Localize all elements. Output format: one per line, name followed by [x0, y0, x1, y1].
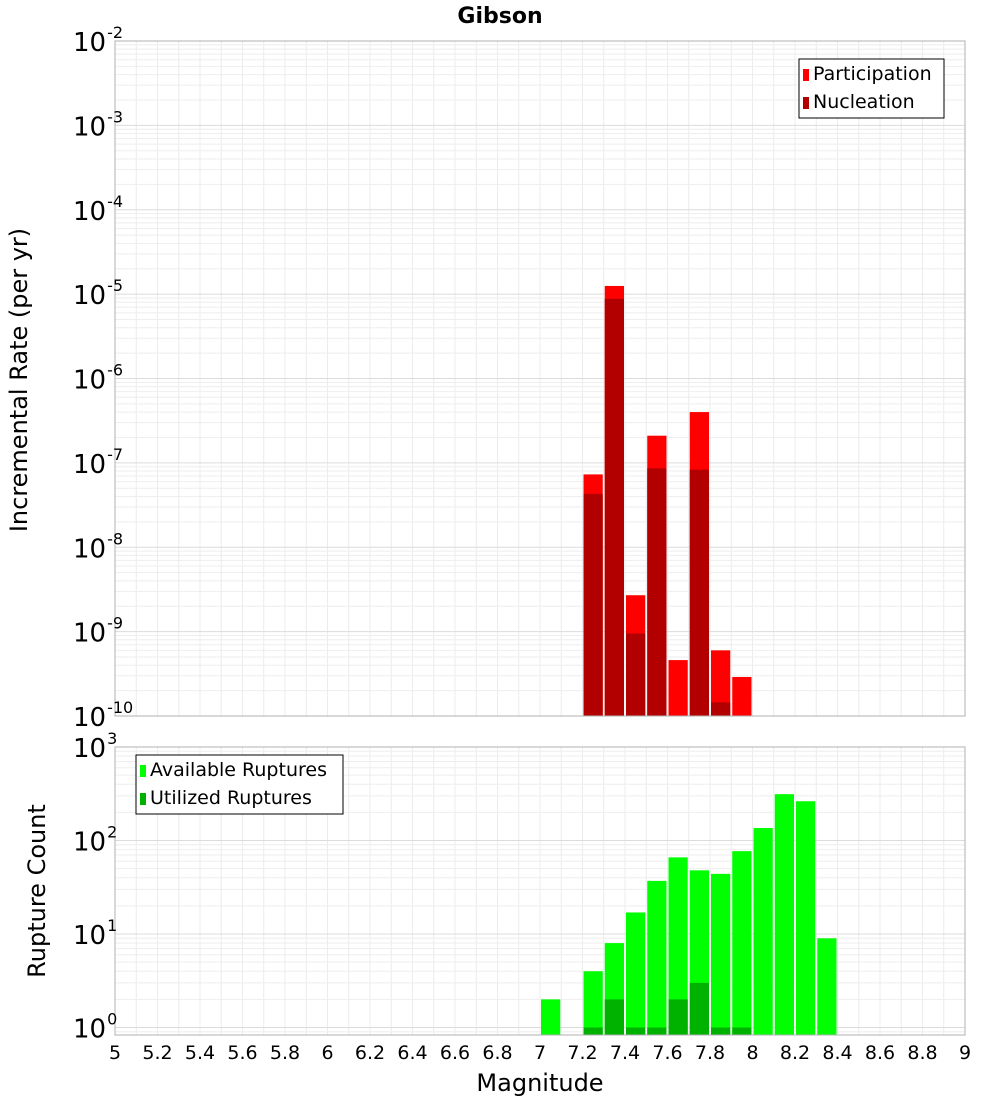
y-tick-label: 100 — [73, 1010, 117, 1045]
x-tick-label: 8.4 — [822, 1042, 852, 1064]
count-bar-b — [689, 982, 709, 1035]
x-tick-label: 5.8 — [270, 1042, 300, 1064]
rate-bar-b — [604, 298, 624, 716]
y-tick-label: 10-7 — [73, 445, 123, 480]
legend-swatch — [803, 69, 809, 81]
y-tick-label: 103 — [73, 729, 117, 764]
y-tick-label: 10-5 — [73, 276, 123, 311]
x-tick-label: 5.6 — [227, 1042, 257, 1064]
x-tick-label: 9 — [959, 1042, 971, 1064]
y-tick-label: 10-6 — [73, 361, 123, 396]
count-bar-a — [732, 851, 752, 1035]
legend-label: Nucleation — [813, 91, 915, 113]
legend-box — [135, 754, 344, 815]
x-tick-label: 8 — [746, 1042, 758, 1064]
count-bar-b — [668, 999, 688, 1035]
rate-plot-bars — [583, 285, 752, 716]
count-bar-b — [626, 1027, 646, 1035]
rate-bar-b — [711, 702, 731, 716]
rate-bar-b — [647, 468, 667, 716]
x-tick-label: 7.2 — [567, 1042, 597, 1064]
count-bar-b — [583, 1027, 603, 1035]
count-plot: 100 101 102 103 Rupture Count Available Rup… — [23, 729, 966, 1045]
rate-y-tick-labels: 10-10 10-9 10-8 10-7 10-6 10-5 10-4 10-3 10-2 — [73, 23, 133, 733]
count-bar-b — [711, 1027, 731, 1035]
legend-swatch — [140, 793, 146, 805]
x-tick-label: 5 — [109, 1042, 121, 1064]
x-tick-labels: 5 5.2 5.4 5.6 5.8 6 6.2 6.4 6.6 6.8 7 7.2 7.4 7.6 7.8 8… — [109, 1042, 971, 1064]
count-bar-a — [753, 828, 773, 1035]
rate-y-axis-title: Incremental Rate (per yr) — [5, 228, 33, 532]
count-bar-a — [711, 873, 731, 1035]
legend-swatch — [803, 97, 809, 109]
x-tick-label: 6 — [321, 1042, 333, 1064]
count-plot-bars — [541, 794, 837, 1035]
y-tick-label: 10-8 — [73, 529, 123, 564]
legend-swatch — [140, 765, 146, 777]
rate-plot: 10-10 10-9 10-8 10-7 10-6 10-5 10-4 10-3 10-2 In… — [5, 23, 966, 733]
y-tick-label: 10-3 — [73, 107, 123, 142]
x-tick-label: 7.4 — [610, 1042, 640, 1064]
rate-bar-b — [689, 469, 709, 716]
count-bar-a — [668, 857, 688, 1035]
x-tick-label: 5.4 — [185, 1042, 215, 1064]
y-tick-label: 101 — [73, 916, 117, 951]
legend-box — [798, 58, 945, 119]
count-bar-b — [732, 1027, 752, 1035]
count-bar-a — [583, 971, 603, 1035]
y-tick-label: 10-4 — [73, 192, 123, 227]
rate-bar-a — [732, 676, 752, 716]
rate-bar-a — [711, 650, 731, 716]
x-tick-label: 6.6 — [440, 1042, 470, 1064]
count-bar-b — [604, 999, 624, 1035]
x-tick-label: 7 — [534, 1042, 546, 1064]
y-tick-label: 10-2 — [73, 23, 123, 58]
rate-plot-grid — [114, 41, 966, 717]
count-y-axis-title: Rupture Count — [23, 804, 51, 978]
x-tick-label: 7.8 — [695, 1042, 725, 1064]
x-axis-title: Magnitude — [476, 1069, 603, 1097]
x-tick-label: 6.2 — [355, 1042, 385, 1064]
x-tick-label: 6.8 — [482, 1042, 512, 1064]
x-tick-label: 8.6 — [865, 1042, 895, 1064]
x-tick-label: 6.4 — [397, 1042, 427, 1064]
x-tick-label: 7.6 — [652, 1042, 682, 1064]
rate-legend: Participation Nucleation — [798, 58, 945, 119]
legend-label: Utilized Ruptures — [150, 787, 312, 809]
y-tick-label: 10-10 — [73, 698, 133, 733]
y-tick-label: 102 — [73, 823, 117, 858]
legend-label: Available Ruptures — [150, 759, 327, 781]
count-bar-b — [647, 1027, 667, 1035]
x-tick-label: 8.2 — [780, 1042, 810, 1064]
count-bar-a — [796, 801, 816, 1035]
legend-label: Participation — [813, 63, 932, 85]
count-y-tick-labels: 100 101 102 103 — [73, 729, 117, 1045]
count-bar-a — [774, 794, 794, 1035]
count-bar-a — [817, 938, 837, 1035]
rate-bar-b — [626, 633, 646, 716]
count-bar-a — [541, 999, 561, 1035]
y-tick-label: 10-9 — [73, 614, 123, 649]
rate-bar-a — [668, 660, 688, 716]
chart-title: Gibson — [457, 4, 542, 29]
rate-bar-b — [583, 493, 603, 716]
count-bar-a — [626, 912, 646, 1035]
x-tick-label: 5.2 — [142, 1042, 172, 1064]
count-bar-a — [647, 880, 667, 1035]
count-legend: Available Ruptures Utilized Ruptures — [135, 754, 344, 815]
x-tick-label: 8.8 — [907, 1042, 937, 1064]
